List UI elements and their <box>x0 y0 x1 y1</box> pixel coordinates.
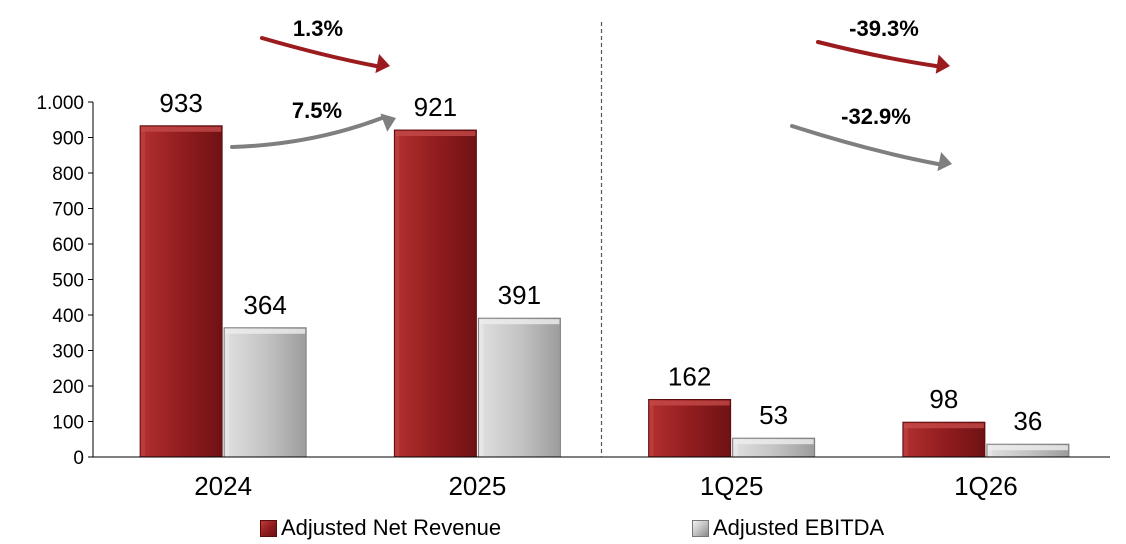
bar-bevel-left <box>649 400 654 456</box>
x-tick-label: 2025 <box>448 471 506 501</box>
y-tick-label: 100 <box>52 413 84 434</box>
legend-label: Adjusted EBITDA <box>713 515 885 540</box>
data-label: 364 <box>243 290 286 320</box>
bar-2024-adjusted-net-revenue <box>139 125 223 458</box>
y-tick-label: 300 <box>52 342 84 363</box>
arrow-head <box>375 53 390 74</box>
y-tick-label: 0 <box>73 448 84 469</box>
arrow-shaft <box>790 124 940 166</box>
data-label: 36 <box>1013 406 1042 436</box>
bar-body <box>139 125 223 458</box>
growth-label: 1.3% <box>293 16 343 41</box>
growth-arrow-4 <box>790 124 952 172</box>
bar-bevel-top <box>225 328 306 334</box>
arrow-shaft <box>816 40 938 68</box>
bar-bevel-top <box>649 400 730 406</box>
legend-label: Adjusted Net Revenue <box>281 515 502 540</box>
y-tick-label: 500 <box>52 271 84 292</box>
growth-arrow-2 <box>230 113 396 149</box>
data-label: 933 <box>159 88 202 118</box>
y-tick-label: 800 <box>52 164 84 185</box>
data-label: 391 <box>498 280 541 310</box>
x-tick-label: 1Q25 <box>700 471 764 501</box>
bar-1q26-adjusted-ebitda <box>986 443 1070 458</box>
bar-bevel-top <box>395 131 476 137</box>
arrow-shaft <box>260 36 378 68</box>
growth-arrow-1 <box>260 36 390 74</box>
legend-item-adjusted-ebitda: Adjusted EBITDA <box>692 515 884 541</box>
bar-bevel-top <box>141 126 222 132</box>
x-axis: 2024 2025 1Q25 1Q26 <box>93 22 1110 501</box>
bar-bevel-left <box>479 319 484 456</box>
growth-label: 7.5% <box>292 98 342 123</box>
bar-bevel-left <box>395 131 400 457</box>
bar-bevel-top <box>903 423 984 429</box>
bar-body <box>223 327 307 458</box>
legend: Adjusted Net Revenue Adjusted EBITDA <box>0 515 1126 543</box>
bar-2025-adjusted-ebitda <box>477 317 561 458</box>
data-label: 53 <box>759 400 788 430</box>
bar-1q25-adjusted-net-revenue <box>648 398 732 458</box>
arrow-shaft <box>230 116 384 149</box>
bar-bevel-left <box>225 328 230 456</box>
bar-bevel-top <box>987 445 1068 451</box>
growth-annotations: 1.3% 7.5% -39.3% -32.9% <box>230 16 952 172</box>
growth-arrow-3 <box>816 40 950 74</box>
bar-body <box>393 129 477 458</box>
arrow-head <box>380 113 396 132</box>
data-label: 162 <box>668 361 711 391</box>
y-axis: 0 100 200 300 400 500 600 700 800 900 1.000 <box>36 93 94 469</box>
arrow-head <box>937 151 952 172</box>
bar-bevel-left <box>903 423 908 456</box>
legend-swatch-revenue <box>260 519 277 537</box>
bars-group <box>139 125 1070 458</box>
legend-swatch-ebitda <box>692 519 709 537</box>
y-tick-label: 200 <box>52 377 84 398</box>
data-label: 921 <box>414 92 457 122</box>
y-tick-label: 400 <box>52 306 84 327</box>
bar-bevel-left <box>733 439 738 456</box>
growth-label: -32.9% <box>841 104 911 129</box>
bar-bevel-left <box>987 445 992 456</box>
y-tick-label: 700 <box>52 200 84 221</box>
bar-1q26-adjusted-net-revenue <box>902 421 986 458</box>
bar-bevel-top <box>479 319 560 325</box>
bar-2024-adjusted-ebitda <box>223 327 307 458</box>
y-tick-label: 600 <box>52 235 84 256</box>
bar-body <box>648 398 732 458</box>
bar-1q25-adjusted-ebitda <box>732 437 816 458</box>
bar-body <box>477 317 561 458</box>
x-tick-label: 2024 <box>194 471 252 501</box>
arrow-head <box>935 54 950 74</box>
bar-bevel-top <box>733 439 814 445</box>
bar-bevel-left <box>141 126 146 456</box>
bar-2025-adjusted-net-revenue <box>393 129 477 458</box>
data-labels-group: 933 364 921 391 162 53 98 36 <box>159 88 1042 436</box>
x-tick-label: 1Q26 <box>954 471 1018 501</box>
growth-label: -39.3% <box>849 16 919 41</box>
y-tick-label: 900 <box>52 129 84 150</box>
legend-item-adjusted-net-revenue: Adjusted Net Revenue <box>260 515 501 541</box>
data-label: 98 <box>929 384 958 414</box>
y-tick-label: 1.000 <box>36 93 84 114</box>
bar-chart: 0 100 200 300 400 500 600 700 800 900 1.000 933 364… <box>36 16 1110 501</box>
